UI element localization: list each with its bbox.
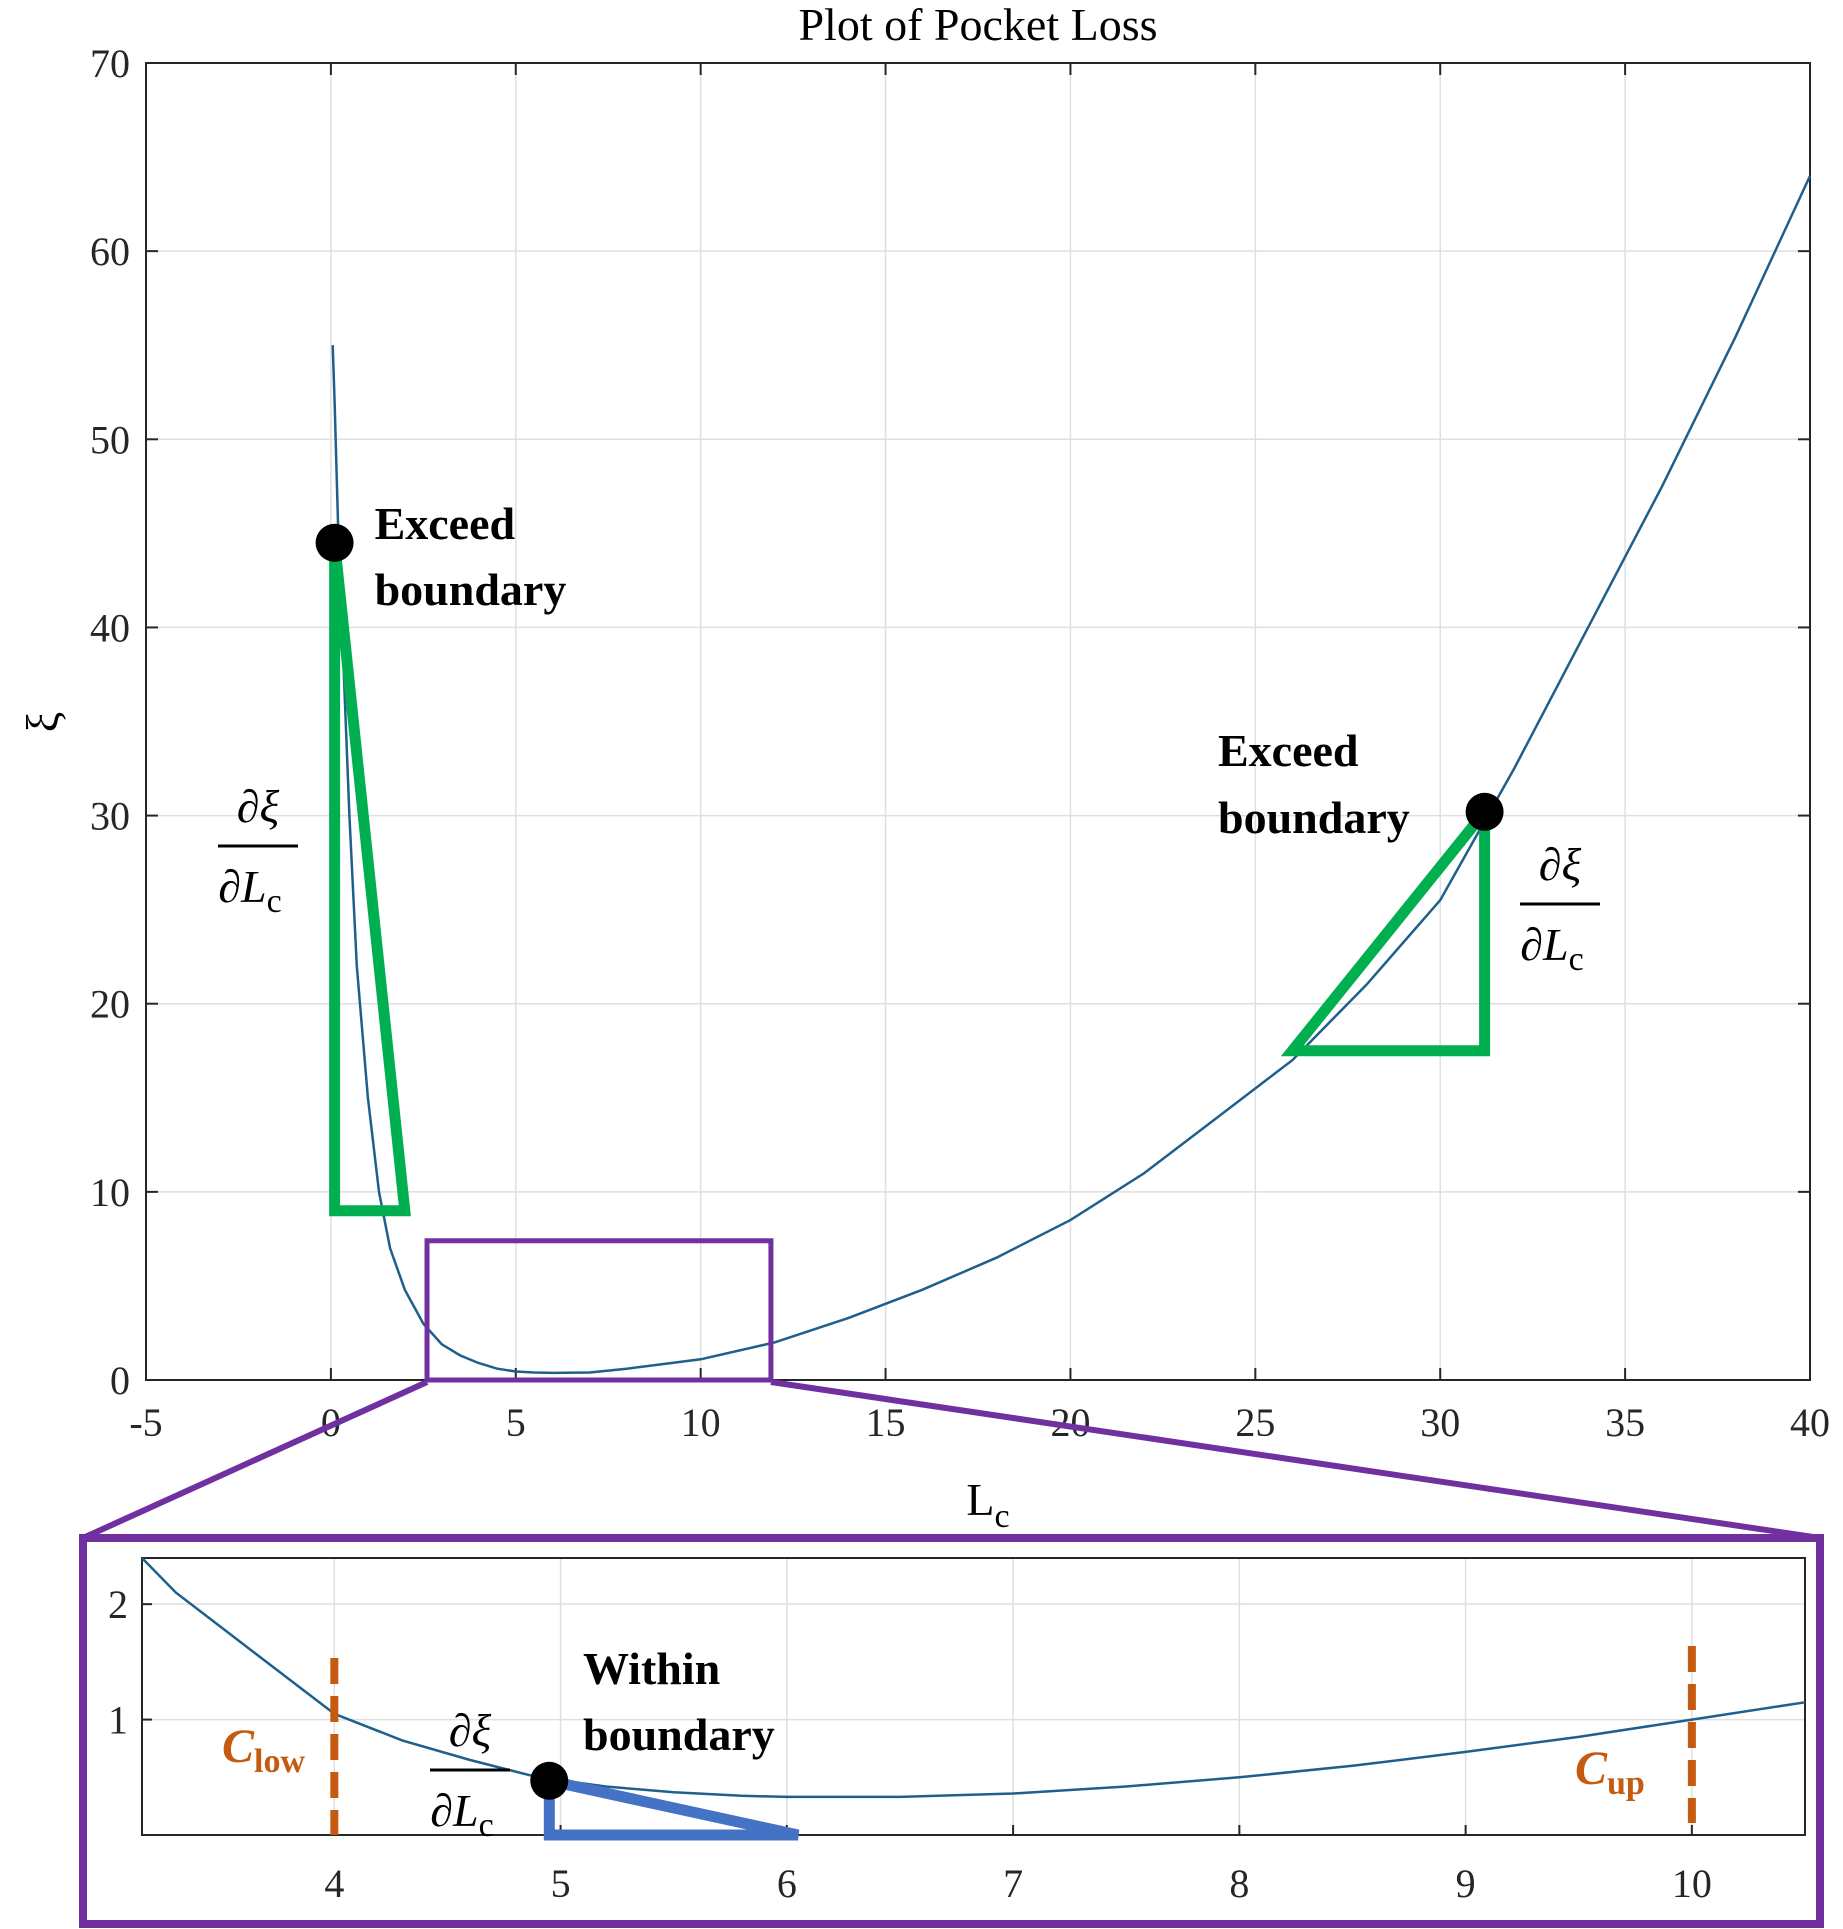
inset-derivative-fraction: ∂ξ ∂Lc	[430, 1705, 510, 1844]
c-up-label: Cup	[1575, 1742, 1645, 1802]
left-derivative-fraction: ∂ξ ∂Lc	[218, 781, 298, 920]
main-y-tick-label: 60	[90, 229, 130, 274]
main-plot-frame	[145, 62, 1811, 1381]
inset-x-tick-label: 4	[324, 1861, 344, 1906]
inset-x-tick-label: 7	[1003, 1861, 1023, 1906]
right-derivative-fraction: ∂ξ ∂Lc	[1520, 839, 1600, 978]
inset-tick-labels: 4 5 6 7 8 9 10 1 2	[108, 1582, 1712, 1906]
x-axis-label-sub: c	[995, 1498, 1010, 1535]
inset-x-tick-label: 5	[551, 1861, 571, 1906]
within-label-line1: Within	[583, 1643, 720, 1694]
inset-derivative-numerator: ∂ξ	[449, 1705, 492, 1756]
within-label-line2: boundary	[583, 1709, 775, 1760]
main-y-tick-label: 10	[90, 1170, 130, 1215]
right-exceed-label-line1: Exceed	[1218, 725, 1359, 776]
main-y-tick-label: 20	[90, 982, 130, 1027]
main-x-tick-label: -5	[129, 1400, 162, 1445]
x-axis-label: Lc	[966, 1474, 1009, 1535]
right-slope-triangle	[1280, 796, 1491, 1057]
main-x-tick-label: 35	[1605, 1400, 1645, 1445]
left-slope-triangle	[329, 542, 411, 1217]
y-axis-label: ξ	[17, 712, 68, 733]
inset-plot-frame	[141, 1557, 1806, 1836]
main-y-tick-label: 30	[90, 794, 130, 839]
right-exceed-point	[1465, 792, 1504, 831]
c-low-label: Clow	[222, 1720, 305, 1780]
main-x-tick-label: 25	[1235, 1400, 1275, 1445]
main-x-tick-label: 5	[506, 1400, 526, 1445]
zoom-connector-right	[770, 1379, 1821, 1541]
main-y-tick-label: 70	[90, 41, 130, 86]
main-tick-labels: -50510152025303540010203040506070	[90, 41, 1830, 1445]
inset-x-tick-label: 6	[777, 1861, 797, 1906]
inset-within-point	[530, 1761, 569, 1800]
left-derivative-denominator: ∂Lc	[218, 861, 281, 920]
main-x-tick-label: 10	[681, 1400, 721, 1445]
x-axis-label-main: L	[966, 1474, 994, 1525]
inset-chart: 4 5 6 7 8 9 10 1 2 Clow Cup Within boundary ∂ξ ∂…	[79, 1534, 1824, 1928]
chart-title: Plot of Pocket Loss	[798, 0, 1157, 50]
inset-outer-frame	[79, 1534, 1824, 1928]
left-exceed-label-line2: boundary	[375, 564, 567, 615]
main-x-tick-label: 40	[1790, 1400, 1830, 1445]
inset-grid	[142, 1558, 1805, 1835]
main-y-tick-label: 0	[110, 1358, 130, 1403]
left-exceed-label-line1: Exceed	[375, 498, 516, 549]
inset-derivative-denominator: ∂Lc	[430, 1785, 493, 1844]
main-loss-curve	[331, 175, 1812, 1375]
main-x-tick-label: 15	[866, 1400, 906, 1445]
left-derivative-numerator: ∂ξ	[237, 781, 280, 832]
zoom-connector-left	[81, 1379, 429, 1541]
main-grid	[145, 62, 1811, 1381]
inset-loss-curve	[141, 1557, 1806, 1799]
main-y-tick-label: 50	[90, 417, 130, 462]
inset-x-tick-label: 8	[1229, 1861, 1249, 1906]
inset-x-tick-label: 9	[1456, 1861, 1476, 1906]
inset-x-tick-label: 10	[1672, 1861, 1712, 1906]
inset-y-tick-label: 1	[108, 1698, 128, 1743]
left-exceed-point	[315, 523, 354, 562]
right-exceed-label-line2: boundary	[1218, 792, 1410, 843]
right-derivative-denominator: ∂Lc	[1520, 919, 1583, 978]
inset-slope-triangle	[543, 1773, 800, 1841]
main-y-tick-label: 40	[90, 605, 130, 650]
main-chart: -50510152025303540010203040506070 Plot o…	[17, 0, 1830, 1535]
zoom-region-box	[424, 1238, 774, 1383]
inset-y-tick-label: 2	[108, 1582, 128, 1627]
main-x-tick-label: 30	[1420, 1400, 1460, 1445]
right-derivative-numerator: ∂ξ	[1539, 839, 1582, 890]
